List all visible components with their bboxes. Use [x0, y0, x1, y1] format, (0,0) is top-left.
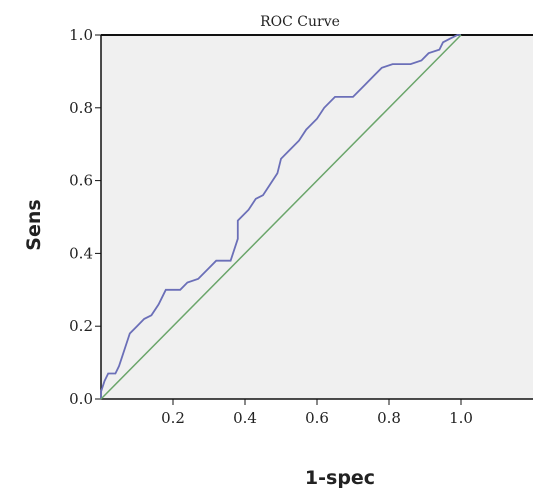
series-layer	[100, 34, 462, 400]
axis-ticks: 0.0 0.2 0.4 0.6 0.8 1.0 0.2 0.4 0.6 0.8 1.0	[69, 26, 473, 427]
reference-diagonal-line	[100, 34, 462, 400]
chart-title: ROC Curve	[260, 14, 340, 30]
x-axis-title: 1-spec	[305, 467, 375, 489]
y-tick-label: 0.0	[69, 390, 93, 408]
y-tick-label: 0.6	[69, 172, 93, 190]
y-tick-label: 1.0	[69, 26, 93, 44]
y-tick-label: 0.2	[69, 317, 93, 335]
x-tick-label: 0.6	[305, 409, 329, 427]
y-tick-label: 0.4	[69, 244, 93, 262]
y-tick-label: 0.8	[69, 99, 93, 117]
x-tick-label: 0.4	[233, 409, 257, 427]
x-tick-label: 0.8	[377, 409, 401, 427]
plot-area	[101, 35, 533, 399]
x-tick-label: 0.2	[161, 409, 185, 427]
x-tick-label: 1.0	[449, 409, 473, 427]
y-axis-title: Sens	[23, 199, 45, 250]
roc-curve-line	[100, 34, 461, 399]
